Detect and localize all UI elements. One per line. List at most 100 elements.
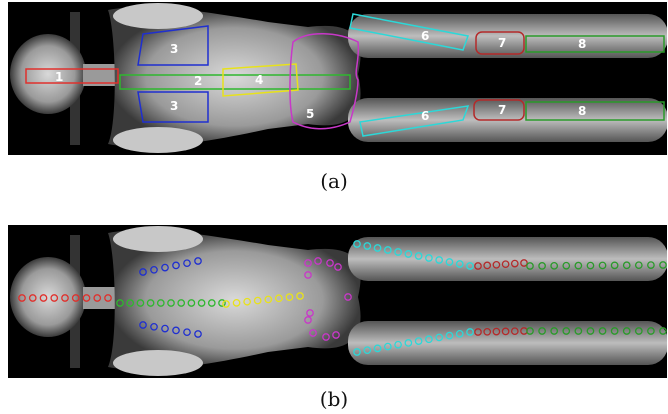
landmark-point-6 [373, 244, 382, 252]
landmark-point-6 [414, 337, 423, 345]
landmark-point-8 [647, 327, 655, 335]
landmark-point-6 [425, 254, 433, 262]
region-8-outline-lower [525, 101, 665, 121]
landmark-point-8 [562, 327, 571, 335]
region-6-outline-upper [349, 13, 470, 51]
landmark-point-6 [373, 344, 382, 353]
landmark-point-7 [501, 260, 510, 269]
landmark-point-2 [116, 299, 124, 307]
region-label: 6 [421, 29, 429, 43]
landmark-point-1 [61, 294, 69, 302]
region-label: 6 [421, 109, 429, 123]
landmark-point-3 [183, 328, 191, 337]
region-3-outline-upper [137, 25, 209, 66]
landmark-point-6 [383, 246, 392, 254]
landmark-point-2 [167, 299, 175, 307]
landmark-point-5 [322, 333, 330, 341]
region-6-outline-lower [359, 105, 470, 137]
landmark-point-4 [243, 297, 251, 306]
landmark-point-6 [394, 340, 402, 349]
landmark-point-6 [363, 346, 372, 355]
landmark-point-2 [156, 299, 165, 307]
landmark-point-8 [550, 261, 559, 270]
landmark-point-8 [622, 327, 631, 335]
landmark-point-8 [622, 261, 631, 270]
landmark-point-5 [306, 309, 314, 317]
landmark-point-3 [194, 257, 202, 265]
landmark-point-7 [492, 260, 501, 269]
landmark-point-1 [28, 294, 37, 302]
landmark-point-3 [161, 324, 169, 333]
landmark-point-4 [264, 295, 273, 304]
landmark-point-8 [598, 261, 607, 270]
region-4-outline [222, 63, 299, 97]
landmark-point-4 [253, 296, 262, 305]
landmark-point-4 [222, 300, 230, 308]
landmark-point-5 [326, 259, 334, 267]
landmark-point-5 [334, 263, 342, 271]
landmark-point-6 [455, 260, 464, 268]
landmark-point-6 [353, 348, 361, 356]
landmark-point-3 [194, 330, 202, 338]
region-2-outline [119, 74, 351, 90]
landmark-point-4 [285, 293, 294, 301]
region-label: 7 [498, 36, 506, 50]
landmark-point-7 [474, 328, 482, 336]
body-silhouette [10, 226, 667, 376]
landmark-point-7 [510, 259, 519, 268]
landmark-point-8 [586, 327, 595, 335]
landmark-point-6 [404, 339, 413, 347]
landmark-point-8 [526, 262, 534, 270]
region-label: 4 [255, 73, 263, 87]
xray-landmark-svg [8, 225, 667, 378]
landmark-point-8 [562, 261, 571, 270]
landmark-point-2 [136, 299, 145, 307]
region-8-outline-upper [525, 35, 665, 53]
landmark-point-2 [197, 299, 206, 307]
region-overlays [25, 13, 665, 137]
landmark-point-3 [172, 261, 180, 270]
region-label: 7 [498, 103, 506, 117]
landmark-point-6 [404, 250, 413, 258]
region-label: 2 [194, 74, 202, 88]
landmark-point-8 [634, 327, 643, 335]
caption-b: (b) [319, 387, 349, 411]
landmark-point-5 [304, 259, 312, 267]
region-3-outline-lower [137, 91, 209, 123]
landmark-point-5 [344, 293, 352, 301]
region-1-outline [25, 68, 119, 84]
landmark-point-8 [634, 261, 643, 270]
landmark-point-7 [483, 327, 492, 336]
xray-region-svg: 1 2 3 3 4 5 6 6 7 7 8 8 [8, 2, 667, 155]
landmark-point-3 [139, 268, 147, 276]
region-label: 3 [170, 42, 178, 56]
landmark-point-8 [659, 261, 667, 269]
landmark-point-3 [161, 263, 169, 272]
landmark-point-5 [304, 271, 312, 279]
landmark-point-8 [538, 262, 546, 270]
landmark-point-2 [207, 299, 216, 307]
landmark-point-1 [82, 294, 91, 302]
region-7-outline-upper [475, 31, 525, 55]
landmark-point-6 [445, 331, 454, 340]
landmark-point-2 [126, 299, 135, 307]
landmark-point-8 [659, 327, 667, 335]
landmark-point-8 [526, 327, 534, 335]
region-label: 8 [578, 104, 586, 118]
landmark-point-7 [501, 327, 510, 336]
landmark-point-6 [363, 242, 372, 250]
landmark-point-6 [466, 328, 474, 336]
landmark-point-4 [296, 292, 304, 300]
landmark-point-6 [383, 342, 392, 351]
landmark-point-6 [435, 333, 444, 342]
landmark-point-7 [483, 261, 492, 270]
landmark-point-8 [610, 261, 619, 270]
region-label: 3 [170, 99, 178, 113]
landmark-point-8 [586, 261, 595, 270]
landmark-point-8 [538, 327, 546, 335]
landmark-point-7 [520, 259, 528, 267]
landmark-point-1 [50, 294, 59, 302]
landmark-point-6 [425, 335, 433, 344]
region-labels: 1 2 3 3 4 5 6 6 7 7 8 8 [55, 29, 586, 123]
landmark-point-6 [353, 240, 361, 248]
